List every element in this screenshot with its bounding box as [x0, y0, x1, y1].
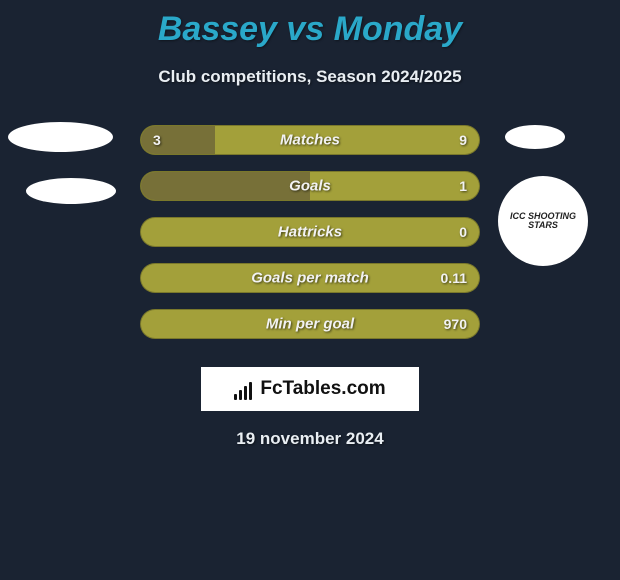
stat-label: Goals per match	[251, 270, 369, 287]
stat-row: 3 Matches 9	[0, 117, 620, 163]
stat-right-value: 9	[459, 132, 467, 148]
stat-bar: 3 Matches 9	[140, 125, 480, 155]
stat-right-value: 0.11	[441, 270, 467, 286]
stat-row: Hattricks 0	[0, 209, 620, 255]
stat-right-value: 970	[444, 316, 467, 332]
comparison-widget: Bassey vs Monday Club competitions, Seas…	[0, 0, 620, 580]
stat-bar: Min per goal 970	[140, 309, 480, 339]
subtitle: Club competitions, Season 2024/2025	[0, 67, 620, 87]
brand-label: FcTables.com	[260, 378, 385, 400]
stat-row: Goals 1	[0, 163, 620, 209]
stat-right-value: 0	[459, 224, 467, 240]
stat-row: Min per goal 970	[0, 301, 620, 347]
stat-label: Goals	[289, 178, 331, 195]
date-text: 19 november 2024	[0, 429, 620, 449]
stat-left-value: 3	[153, 132, 161, 148]
stat-bar-left-fill	[141, 172, 310, 200]
bar-chart-icon	[234, 378, 256, 400]
stat-right-value: 1	[459, 178, 467, 194]
stat-label: Matches	[280, 132, 340, 149]
brand-link[interactable]: FcTables.com	[201, 367, 419, 411]
stats-list: 3 Matches 9 Goals 1 Hattricks 0	[0, 117, 620, 347]
stat-label: Min per goal	[266, 316, 354, 333]
page-title: Bassey vs Monday	[0, 0, 620, 49]
stat-row: Goals per match 0.11	[0, 255, 620, 301]
stat-bar: Goals 1	[140, 171, 480, 201]
stat-bar: Goals per match 0.11	[140, 263, 480, 293]
stat-bar: Hattricks 0	[140, 217, 480, 247]
stat-label: Hattricks	[278, 224, 342, 241]
